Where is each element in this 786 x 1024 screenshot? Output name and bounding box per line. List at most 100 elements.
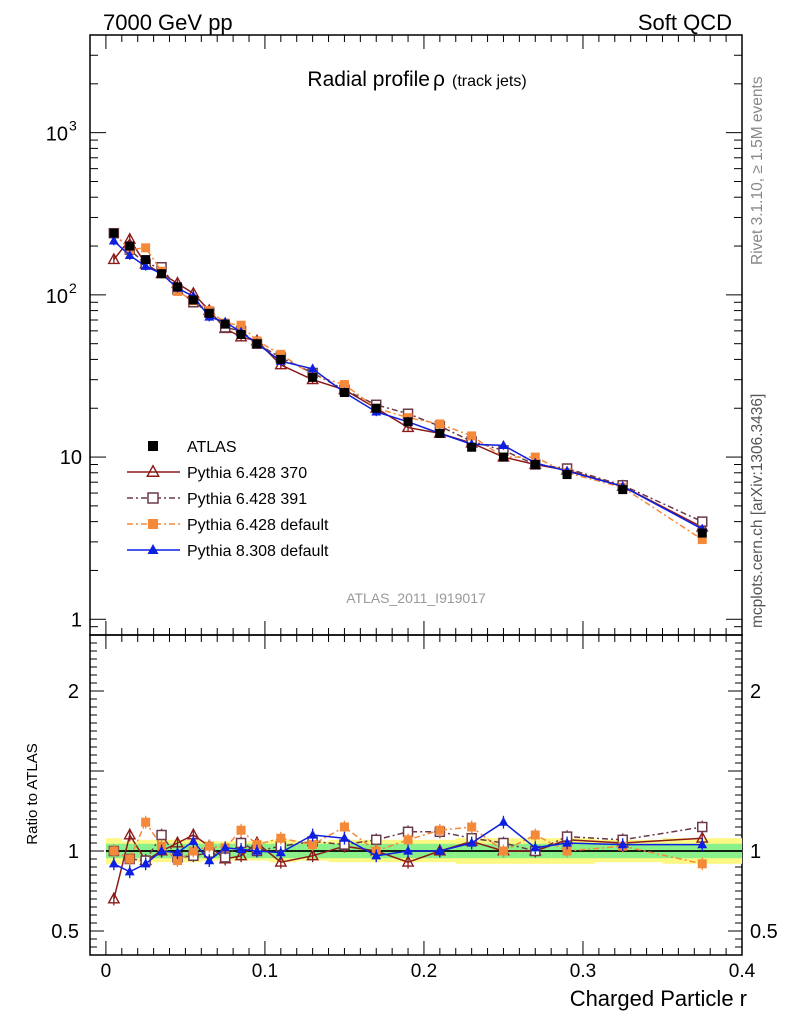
- data-point: [467, 442, 477, 452]
- data-point: [435, 428, 445, 438]
- y-tick-label: 10: [46, 124, 68, 146]
- series-line: [113, 821, 703, 873]
- x-tick-label: 0.2: [411, 961, 437, 982]
- data-point: [109, 846, 119, 856]
- data-point: [236, 329, 246, 339]
- x-tick-label: 0.4: [729, 961, 756, 982]
- data-point: [204, 841, 214, 851]
- data-point: [618, 485, 628, 495]
- data-point: [530, 452, 540, 462]
- data-point: [274, 855, 288, 867]
- data-point: [252, 339, 262, 349]
- legend-label: Pythia 8.308 default: [187, 543, 329, 560]
- data-point: [276, 833, 286, 843]
- y-tick-label: 10: [46, 286, 68, 308]
- y-tick-label-right: 1: [750, 841, 761, 863]
- data-point: [108, 858, 119, 868]
- data-point: [498, 816, 509, 826]
- data-point: [188, 846, 198, 856]
- y-tick-label: 2: [68, 681, 79, 703]
- header-left: 7000 GeV pp: [103, 10, 233, 35]
- x-tick-label: 0.3: [570, 961, 596, 982]
- series-line: [113, 820, 703, 865]
- data-point: [617, 839, 628, 849]
- data-point: [339, 380, 349, 390]
- header-right: Soft QCD: [638, 10, 732, 35]
- legend-label: Pythia 6.428 370: [187, 465, 307, 482]
- data-point: [108, 235, 119, 245]
- legend-marker: [147, 492, 159, 504]
- data-point: [697, 528, 707, 538]
- data-point: [307, 363, 318, 373]
- data-point: [276, 349, 286, 359]
- data-point: [220, 319, 230, 329]
- data-point: [339, 822, 349, 832]
- data-point: [236, 844, 247, 853]
- series-line: [113, 240, 703, 530]
- data-point: [308, 372, 318, 382]
- data-point: [562, 846, 572, 856]
- data-point: [466, 837, 477, 847]
- data-point: [236, 825, 246, 835]
- data-point: [403, 845, 413, 855]
- data-point: [124, 250, 135, 260]
- data-point: [401, 855, 415, 867]
- data-point: [172, 847, 183, 857]
- data-point: [141, 255, 151, 265]
- data-point: [697, 839, 708, 849]
- data-point: [696, 821, 708, 833]
- data-point: [234, 848, 248, 861]
- legend-label: ATLAS: [187, 439, 237, 456]
- ratio-frame: [89, 634, 743, 956]
- data-point: [276, 354, 286, 364]
- y-tick-label-right: 2: [750, 681, 761, 703]
- data-point: [125, 854, 135, 864]
- data-point: [339, 388, 349, 398]
- data-point: [157, 269, 167, 279]
- data-point: [697, 535, 707, 545]
- data-point: [220, 842, 231, 852]
- chart-title-symbol: ρ: [433, 68, 445, 91]
- data-point: [125, 241, 135, 251]
- data-point: [252, 845, 262, 855]
- data-point: [107, 252, 121, 265]
- chart-title: Radial profile: [307, 68, 430, 91]
- data-point: [403, 417, 413, 427]
- data-point: [467, 431, 477, 441]
- data-point: [401, 420, 415, 433]
- data-point: [188, 295, 198, 305]
- legend-marker: [148, 519, 158, 529]
- data-point: [141, 817, 151, 827]
- y-tick-label: 1: [71, 609, 82, 631]
- data-point: [188, 836, 199, 845]
- data-point: [109, 228, 119, 238]
- x-tick-label: 0.1: [252, 961, 278, 982]
- ratio-panel: 0.5 0.51 12 2 0 0.1 0.2 0.3 0.4 Ratio to ATLAS …: [24, 634, 778, 1011]
- data-point: [530, 842, 541, 852]
- data-point: [140, 858, 151, 868]
- data-point: [275, 847, 286, 857]
- legend-marker: [147, 544, 159, 554]
- x-tick-label: 0: [101, 961, 112, 982]
- data-point: [123, 827, 137, 840]
- series-line: [113, 833, 703, 900]
- data-point: [124, 866, 135, 876]
- data-point: [403, 835, 413, 845]
- legend-label: Pythia 6.428 default: [187, 517, 329, 534]
- data-point: [498, 452, 508, 462]
- data-point: [339, 832, 350, 842]
- y-tick-label-exponent: 3: [69, 118, 77, 134]
- data-point: [498, 846, 508, 856]
- legend-marker: [146, 464, 160, 477]
- data-point: [370, 834, 382, 846]
- data-point: [156, 829, 167, 841]
- data-point: [140, 260, 151, 270]
- data-point: [204, 855, 215, 865]
- main-panel: Radial profile ρ (track jets) ATLAS_2011…: [46, 34, 743, 636]
- watermark: ATLAS_2011_I919017: [346, 590, 486, 606]
- legend-label: Pythia 6.428 391: [187, 491, 307, 508]
- data-point: [498, 440, 509, 450]
- data-point: [107, 891, 121, 904]
- y-tick-label-right: 0.5: [750, 921, 778, 943]
